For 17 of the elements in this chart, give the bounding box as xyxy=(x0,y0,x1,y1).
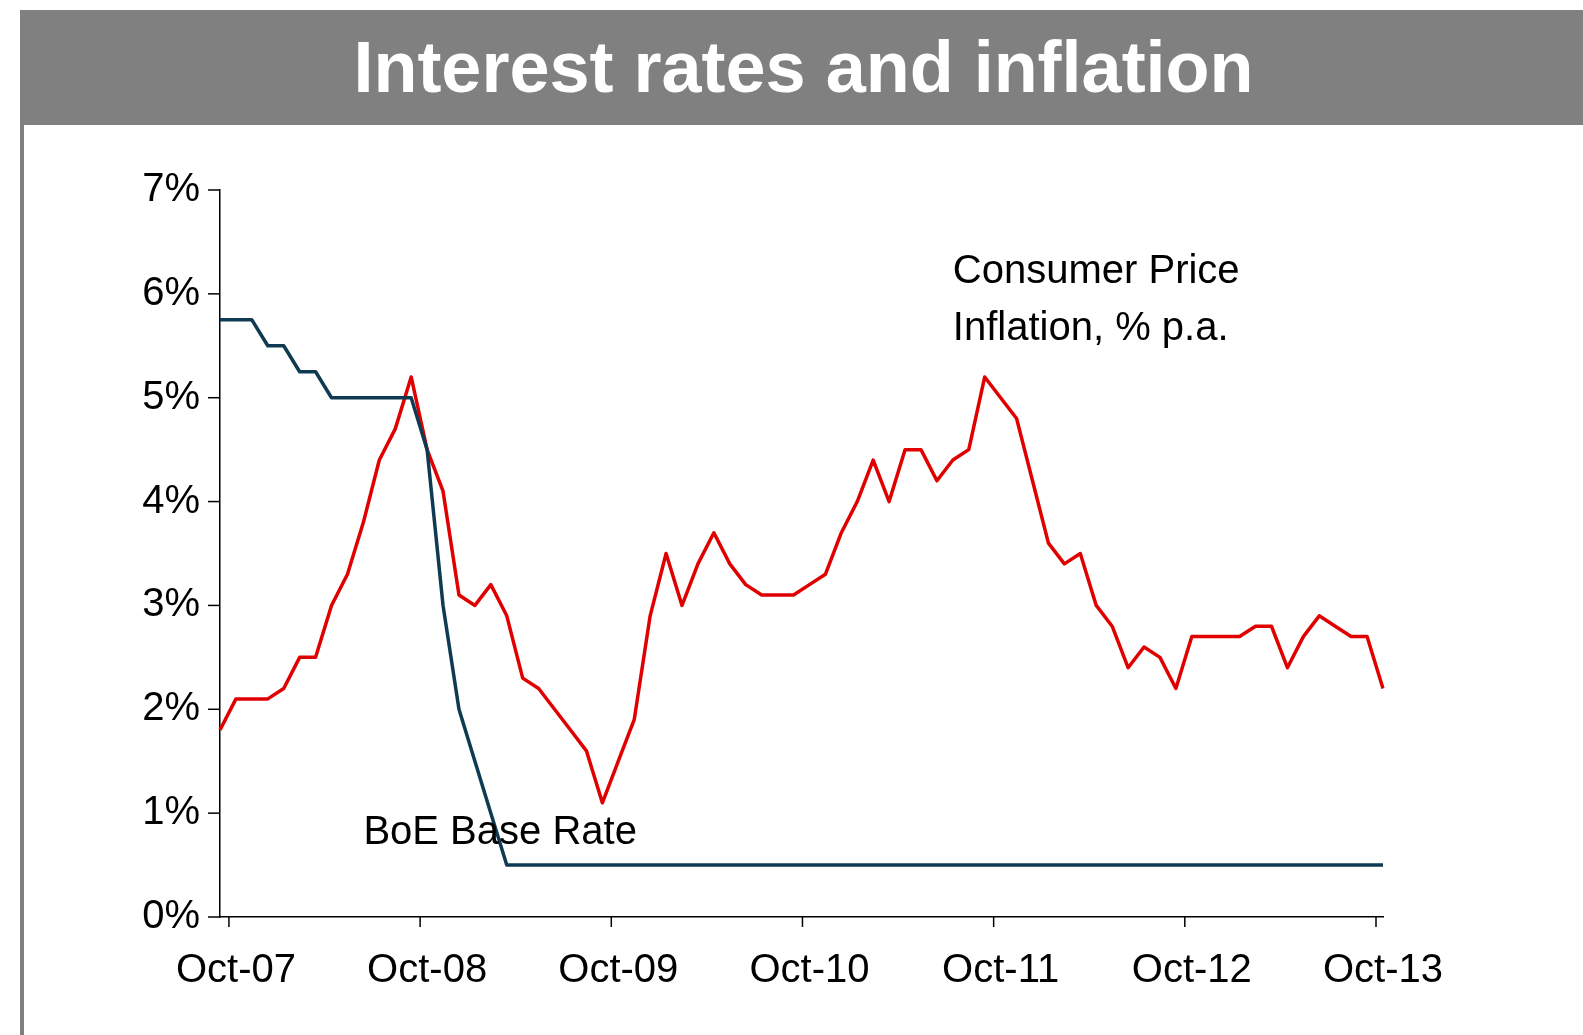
y-tick-label: 1% xyxy=(142,788,200,833)
x-tick-label: Oct-11 xyxy=(942,946,1060,991)
x-tick-label: Oct-07 xyxy=(175,946,296,991)
x-tick-label: Oct-13 xyxy=(1322,946,1444,991)
y-tick-label: 2% xyxy=(142,684,200,729)
x-tick-label: Oct-09 xyxy=(558,946,679,991)
y-tick-label: 3% xyxy=(142,580,200,625)
x-tick-label: Oct-12 xyxy=(1131,946,1252,991)
y-tick-label: 5% xyxy=(142,372,200,417)
y-tick-label: 0% xyxy=(142,892,200,937)
x-tick-label: Oct-08 xyxy=(367,946,488,991)
chart-title: Interest rates and inflation xyxy=(20,10,1583,125)
y-tick-label: 4% xyxy=(142,476,200,521)
series-label: Consumer Price Inflation, % p.a. xyxy=(952,247,1240,349)
y-tick-label: 6% xyxy=(142,268,200,313)
y-tick-label: 7% xyxy=(142,165,200,210)
x-tick-label: Oct-10 xyxy=(749,946,870,991)
